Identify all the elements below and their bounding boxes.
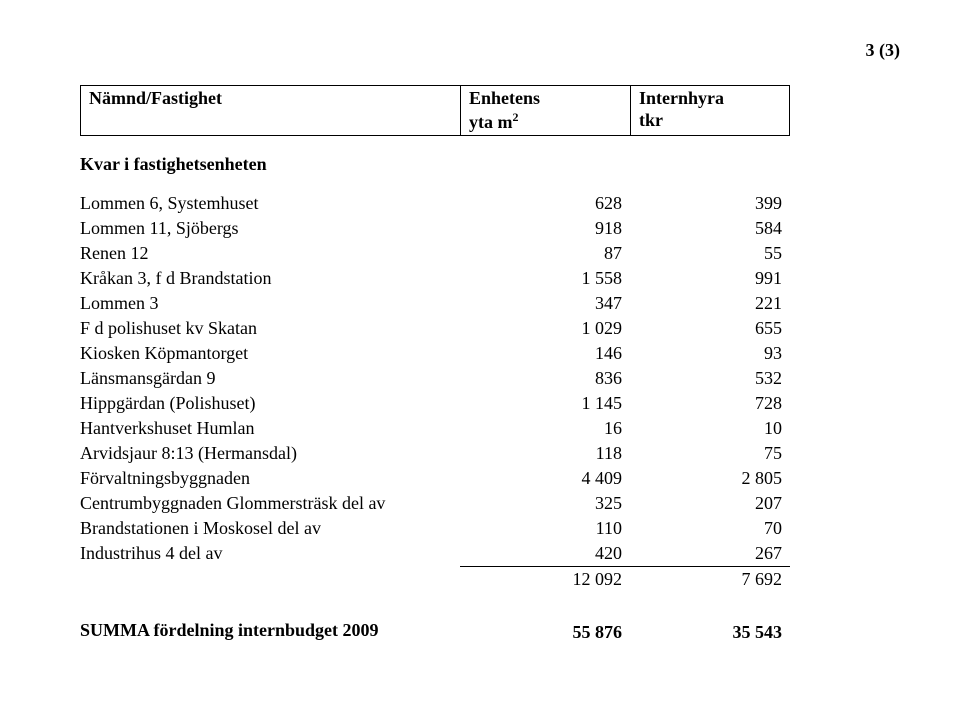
row-value-area: 1 145 (460, 391, 630, 416)
row-label: F d polishuset kv Skatan (80, 316, 460, 341)
row-label: Kråkan 3, f d Brandstation (80, 266, 460, 291)
row-value-tkr: 10 (630, 416, 790, 441)
row-value-tkr: 221 (630, 291, 790, 316)
row-value-area: 918 (460, 216, 630, 241)
summa-area: 55 876 (460, 620, 630, 645)
row-value-area: 118 (460, 441, 630, 466)
row-label: Kiosken Köpmantorget (80, 341, 460, 366)
row-value-tkr: 532 (630, 366, 790, 391)
row-value-tkr: 93 (630, 341, 790, 366)
row-value-tkr: 655 (630, 316, 790, 341)
header-col2-line1: Enhetens (469, 88, 540, 108)
header-col-internhyra: Internhyra tkr (630, 85, 790, 136)
row-value-area: 325 (460, 491, 630, 516)
header-col3-line1: Internhyra (639, 88, 724, 108)
row-value-area: 347 (460, 291, 630, 316)
row-label: Hantverkshuset Humlan (80, 416, 460, 441)
data-table: Lommen 6, Systemhuset 628 399 Lommen 11,… (80, 191, 900, 592)
row-value-tkr: 399 (630, 191, 790, 216)
row-value-area: 16 (460, 416, 630, 441)
header-col2-sup: 2 (513, 110, 519, 124)
header-col-enhetens: Enhetens yta m2 (460, 85, 630, 136)
row-value-area: 1 029 (460, 316, 630, 341)
header-col2-line2: yta m (469, 112, 513, 132)
row-value-area: 420 (460, 541, 630, 566)
row-label: Renen 12 (80, 241, 460, 266)
row-value-tkr: 584 (630, 216, 790, 241)
row-label: Brandstationen i Moskosel del av (80, 516, 460, 541)
row-value-tkr: 2 805 (630, 466, 790, 491)
table-header: Nämnd/Fastighet Enhetens yta m2 Internhy… (80, 85, 900, 136)
header-col1-text: Nämnd/Fastighet (89, 88, 222, 108)
summa-tkr: 35 543 (630, 620, 790, 645)
page-number: 3 (3) (80, 40, 900, 61)
summa-label: SUMMA fördelning internbudget 2009 (80, 620, 460, 645)
row-value-area: 628 (460, 191, 630, 216)
subtotal-empty (80, 566, 460, 592)
row-label: Industrihus 4 del av (80, 541, 460, 566)
row-label: Länsmansgärdan 9 (80, 366, 460, 391)
row-value-area: 110 (460, 516, 630, 541)
header-col-namnd: Nämnd/Fastighet (80, 85, 460, 136)
row-value-area: 87 (460, 241, 630, 266)
row-label: Förvaltningsbyggnaden (80, 466, 460, 491)
subtotal-area: 12 092 (460, 566, 630, 592)
row-value-tkr: 70 (630, 516, 790, 541)
header-col3-line2: tkr (639, 110, 663, 130)
subtotal-tkr: 7 692 (630, 566, 790, 592)
row-value-area: 1 558 (460, 266, 630, 291)
row-value-area: 146 (460, 341, 630, 366)
row-label: Lommen 3 (80, 291, 460, 316)
row-value-area: 836 (460, 366, 630, 391)
row-label: Lommen 6, Systemhuset (80, 191, 460, 216)
row-value-tkr: 75 (630, 441, 790, 466)
row-value-tkr: 728 (630, 391, 790, 416)
row-value-tkr: 55 (630, 241, 790, 266)
row-label: Hippgärdan (Polishuset) (80, 391, 460, 416)
row-value-area: 4 409 (460, 466, 630, 491)
row-value-tkr: 207 (630, 491, 790, 516)
row-value-tkr: 267 (630, 541, 790, 566)
section-title: Kvar i fastighetsenheten (80, 154, 900, 175)
row-label: Lommen 11, Sjöbergs (80, 216, 460, 241)
row-value-tkr: 991 (630, 266, 790, 291)
row-label: Arvidsjaur 8:13 (Hermansdal) (80, 441, 460, 466)
row-label: Centrumbyggnaden Glommersträsk del av (80, 491, 460, 516)
summa-row: SUMMA fördelning internbudget 2009 55 87… (80, 620, 900, 645)
